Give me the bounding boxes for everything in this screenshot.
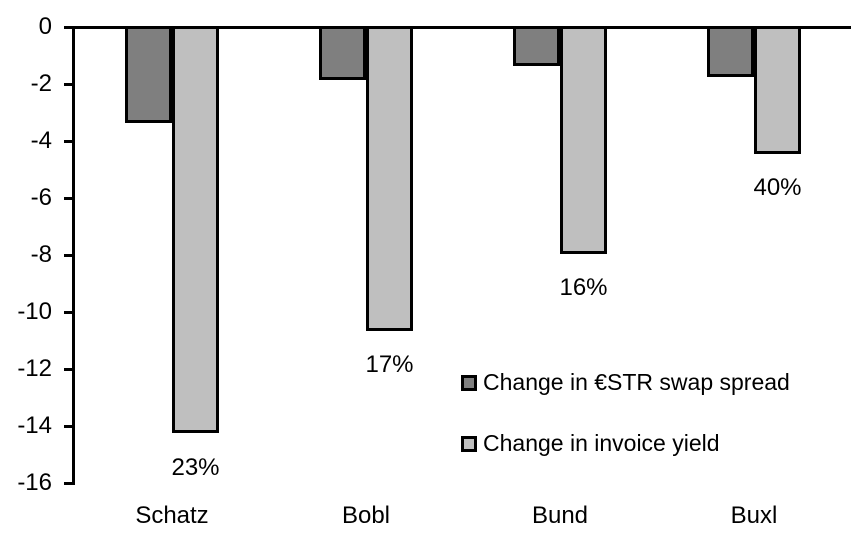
y-axis-tick [64,253,73,257]
legend-label: Change in €STR swap spread [483,369,790,395]
x-axis-category-label: Bund [531,502,589,529]
y-axis-tick [64,139,73,143]
x-axis-category-label: Schatz [135,502,209,529]
zero-baseline [64,25,851,29]
bar-swap-spread-schatz [125,25,172,123]
bar-invoice-yield-schatz [172,25,219,434]
legend-swatch [461,435,477,452]
y-axis-tick [64,310,73,314]
bar-data-label: 17% [365,351,414,379]
y-axis-tick [64,481,73,485]
y-axis-tick-label: -4 [30,127,52,154]
y-axis-tick-label: -6 [30,184,52,211]
legend-swatch [461,374,477,391]
bar-data-label: 23% [171,453,220,481]
y-axis-line [72,25,75,485]
y-axis-tick-label: -14 [17,412,52,439]
y-axis-tick-label: -10 [17,298,52,325]
bar-invoice-yield-bund [560,25,607,254]
y-axis-tick-label: 0 [38,13,52,40]
y-axis-tick-label: -8 [30,241,52,268]
legend-entry: Change in invoice yield [461,427,790,460]
y-axis-tick [64,367,73,371]
y-axis-tick [64,196,73,200]
x-axis-category-label: Bobl [341,502,391,529]
legend-entry: Change in €STR swap spread [461,366,790,399]
x-axis-category-label: Buxl [730,502,778,529]
bar-swap-spread-bobl [319,25,366,80]
bar-data-label: 40% [753,174,802,202]
y-axis-tick-label: -2 [30,70,52,97]
legend-label: Change in invoice yield [483,430,720,456]
y-axis-tick [64,82,73,86]
bar-invoice-yield-bobl [366,25,413,331]
chart-legend: Change in €STR swap spread Change in invo… [461,366,790,488]
y-axis-tick [64,424,73,428]
y-axis-tick-label: -16 [17,469,52,496]
bar-swap-spread-buxl [707,25,754,77]
bar-invoice-yield-buxl [754,25,801,154]
bar-data-label: 16% [559,274,608,302]
y-axis-tick-label: -12 [17,355,52,382]
bar-swap-spread-bund [513,25,560,66]
